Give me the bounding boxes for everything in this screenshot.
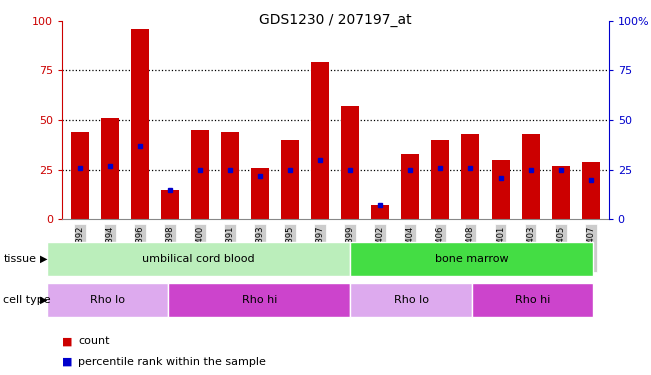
Bar <box>350 283 472 317</box>
Bar <box>101 118 119 219</box>
Bar <box>131 28 149 219</box>
Text: umbilical cord blood: umbilical cord blood <box>142 254 255 264</box>
Bar <box>191 130 209 219</box>
Text: percentile rank within the sample: percentile rank within the sample <box>78 357 266 367</box>
Bar <box>281 140 299 219</box>
Bar <box>71 132 89 219</box>
Text: bone marrow: bone marrow <box>435 254 509 264</box>
Text: Rho lo: Rho lo <box>90 295 125 305</box>
Bar <box>462 134 480 219</box>
Text: Rho hi: Rho hi <box>242 295 277 305</box>
Bar <box>551 166 570 219</box>
Text: ▶: ▶ <box>40 295 48 305</box>
Bar <box>472 283 594 317</box>
Text: cell type: cell type <box>3 295 51 305</box>
Bar <box>350 242 594 276</box>
Text: ■: ■ <box>62 336 72 346</box>
Bar <box>402 154 419 219</box>
Bar <box>341 106 359 219</box>
Text: count: count <box>78 336 109 346</box>
Bar <box>521 134 540 219</box>
Bar <box>251 168 269 219</box>
Bar <box>311 62 329 219</box>
Bar <box>371 206 389 219</box>
Bar <box>221 132 239 219</box>
Bar <box>47 283 168 317</box>
Bar <box>581 162 600 219</box>
Text: ▶: ▶ <box>40 254 48 264</box>
Text: Rho hi: Rho hi <box>515 295 551 305</box>
Bar <box>432 140 449 219</box>
Text: tissue: tissue <box>3 254 36 264</box>
Text: ■: ■ <box>62 357 72 367</box>
Text: GDS1230 / 207197_at: GDS1230 / 207197_at <box>259 13 411 27</box>
Bar <box>161 190 179 219</box>
Text: Rho lo: Rho lo <box>394 295 429 305</box>
Bar <box>47 242 350 276</box>
Bar <box>168 283 350 317</box>
Bar <box>492 160 510 219</box>
